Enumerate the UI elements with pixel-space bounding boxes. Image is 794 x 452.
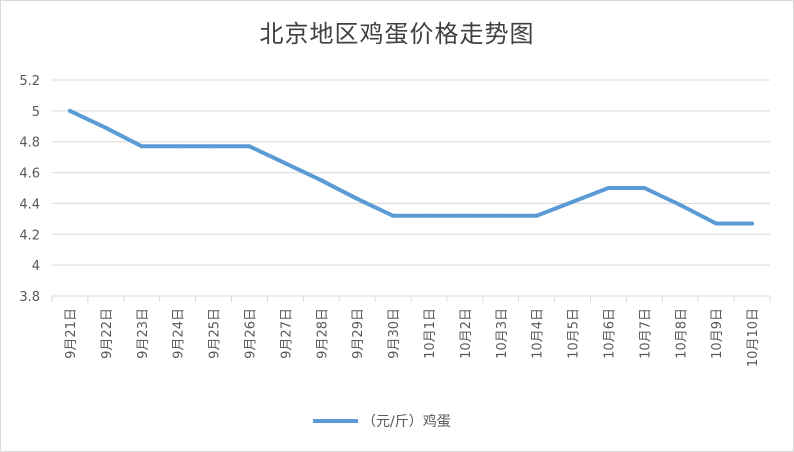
data-point	[319, 178, 324, 183]
y-tick-label: 4.2	[19, 228, 40, 243]
x-tick-label: 10月7日	[638, 308, 653, 359]
y-tick-label: 4.6	[19, 167, 40, 182]
series-line	[68, 108, 754, 226]
data-point	[211, 144, 216, 149]
legend-label: （元/斤）鸡蛋	[362, 413, 451, 430]
y-axis: 3.8 4 4.2 4.4 4.6 4.8 5 5.2	[19, 74, 40, 305]
data-point	[139, 144, 144, 149]
x-tick-label: 10月4日	[531, 308, 546, 359]
x-tick-label: 9月28日	[315, 308, 330, 359]
data-point	[534, 213, 539, 218]
x-tick-label: 9月29日	[351, 308, 366, 359]
data-point	[103, 125, 108, 130]
x-tick-label: 9月21日	[64, 308, 79, 359]
x-tick-label: 9月24日	[172, 308, 187, 359]
y-tick-label: 4.8	[19, 136, 40, 151]
chart-title: 北京地区鸡蛋价格走势图	[259, 20, 535, 48]
data-point	[714, 221, 719, 226]
x-tick-label: 9月25日	[208, 308, 223, 359]
data-point	[175, 144, 180, 149]
y-tick-label: 5	[32, 105, 40, 120]
data-point	[606, 186, 611, 190]
x-tick-label: 10月6日	[602, 308, 617, 359]
data-point	[247, 144, 252, 149]
x-axis	[51, 295, 771, 302]
data-point	[283, 161, 288, 166]
y-tick-label: 3.8	[19, 290, 40, 305]
x-tick-label: 9月23日	[136, 308, 151, 359]
data-point	[462, 213, 467, 218]
data-point	[750, 221, 755, 226]
y-tick-label: 4.4	[19, 197, 40, 212]
y-tick-label: 4	[32, 259, 40, 274]
x-tick-label: 10月10日	[746, 308, 761, 367]
x-tick-label: 10月5日	[567, 308, 582, 359]
data-point	[678, 202, 683, 207]
x-tick-labels: 9月21日 9月22日 9月23日 9月24日 9月25日 9月26日 9月27日 9月28日…	[64, 308, 761, 367]
legend: （元/斤）鸡蛋	[313, 413, 451, 430]
x-tick-label: 10月8日	[674, 308, 689, 359]
x-tick-label: 10月2日	[459, 308, 474, 359]
x-tick-label: 10月1日	[423, 308, 438, 359]
data-point	[642, 186, 647, 190]
x-tick-label: 9月22日	[100, 308, 115, 359]
x-tick-label: 9月27日	[279, 308, 294, 359]
data-point	[355, 196, 360, 201]
data-point	[67, 108, 72, 113]
x-tick-label: 9月30日	[387, 308, 402, 359]
data-point	[391, 213, 396, 218]
x-tick-label: 9月26日	[243, 308, 258, 359]
data-point	[570, 199, 575, 204]
x-tick-label: 10月9日	[710, 308, 725, 359]
series-layer	[67, 108, 755, 226]
gridlines	[52, 79, 770, 266]
data-point	[426, 213, 431, 218]
y-tick-label: 5.2	[19, 74, 40, 89]
x-tick-label: 10月3日	[495, 308, 510, 359]
data-point	[498, 213, 503, 218]
